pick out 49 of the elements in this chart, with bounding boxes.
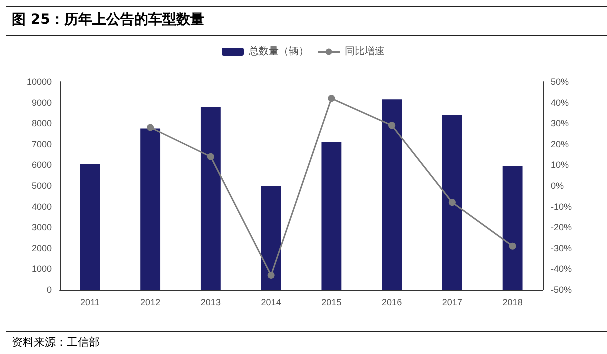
x-tick-label: 2017 (442, 298, 462, 308)
x-tick-label: 2012 (140, 298, 161, 308)
y-tick-label: 1000 (32, 264, 52, 274)
y2-tick-label: 10% (551, 160, 570, 170)
y-tick-label: 3000 (32, 222, 52, 233)
bar (502, 166, 523, 290)
point (268, 272, 275, 279)
x-tick-label: 2014 (261, 298, 282, 308)
y-tick-label: 6000 (32, 160, 52, 170)
y2-tick-label: -20% (551, 222, 572, 233)
y-tick-label: 9000 (32, 98, 52, 108)
bar (80, 164, 100, 290)
y2-tick-label: -50% (551, 285, 572, 295)
bar (140, 128, 161, 290)
legend-label: 同比增速 (345, 46, 385, 58)
bar (261, 186, 282, 290)
point (388, 122, 396, 130)
y-tick-label: 2000 (32, 243, 52, 254)
y2-tick-label: 20% (551, 139, 570, 150)
y2-tick-label: 50% (551, 77, 570, 87)
x-tick-label: 2015 (322, 298, 342, 308)
y2-tick-label: 30% (551, 118, 570, 129)
x-tick-label: 2016 (382, 298, 402, 308)
y-tick-label: 0 (46, 285, 52, 295)
bar (322, 142, 342, 290)
y-tick-label: 4000 (32, 202, 52, 212)
y2-tick-label: -30% (551, 243, 572, 254)
chart-title: 图 25：历年上公告的车型数量 (6, 6, 607, 36)
point (147, 124, 154, 132)
y2-tick-label: 40% (551, 98, 570, 108)
y2-tick-label: -40% (551, 264, 572, 274)
x-tick-label: 2011 (80, 298, 100, 308)
y-tick-label: 10000 (26, 77, 52, 87)
y2-tick-label: 0% (551, 181, 564, 191)
legend-label: 总数量（辆） (248, 46, 309, 58)
x-tick-label: 2018 (502, 298, 523, 308)
bar (382, 100, 402, 290)
y-tick-label: 5000 (32, 181, 52, 191)
bar (442, 115, 462, 290)
text: 资料来源：工信部 (6, 331, 607, 353)
point (207, 153, 214, 160)
y-tick-label: 7000 (32, 139, 52, 150)
point (509, 242, 516, 250)
point (448, 199, 456, 206)
y-tick-label: 8000 (32, 118, 52, 129)
point (328, 95, 336, 102)
y2-tick-label: -10% (551, 202, 572, 212)
bar (200, 106, 221, 290)
x-tick-label: 2013 (200, 298, 221, 308)
